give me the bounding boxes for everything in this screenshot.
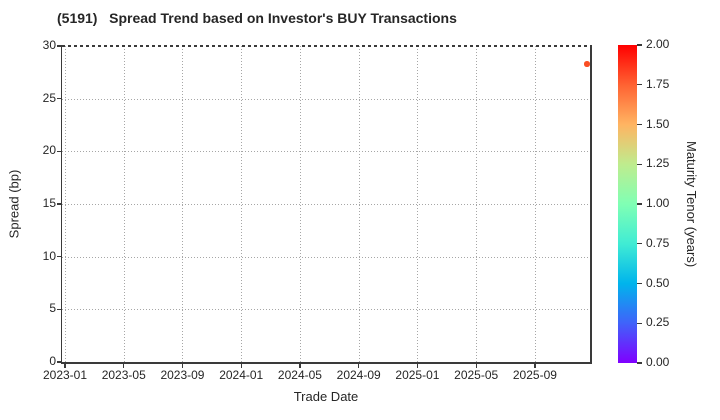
plot-right-border [590, 45, 592, 364]
x-tick-mark [181, 363, 184, 368]
colorbar [618, 45, 637, 363]
colorbar-tick-label: 1.00 [646, 196, 670, 210]
colorbar-tick-label: 1.25 [646, 156, 670, 171]
colorbar-tick-mark [637, 163, 642, 165]
y-tick-mark [56, 203, 61, 205]
x-tick-mark [358, 363, 360, 368]
colorbar-tick-mark [637, 84, 642, 86]
chart-title: (5191) Spread Trend based on Investor's … [57, 10, 457, 26]
x-axis-line [60, 362, 592, 364]
colorbar-tick-mark [637, 203, 642, 205]
y-tick-label: 0 [49, 354, 56, 368]
colorbar-tick-label: 2.00 [646, 37, 670, 51]
horizontal-gridline [62, 151, 590, 153]
y-tick-mark [56, 45, 61, 47]
x-tick-mark [475, 363, 477, 368]
x-tick-label: 2023-05 [101, 367, 146, 382]
y-axis-title: Spread (bp) [6, 169, 22, 239]
colorbar-tick-label: 0.00 [646, 355, 670, 369]
x-tick-mark [299, 363, 301, 368]
colorbar-tick-label: 0.50 [646, 275, 670, 290]
y-tick-mark [56, 308, 61, 310]
colorbar-tick-mark [637, 362, 642, 364]
colorbar-label-wrap: Maturity Tenor (years) [684, 45, 699, 363]
y-tick-label: 10 [42, 248, 56, 263]
y-tick-label: 15 [42, 196, 56, 210]
colorbar-tick-label: 1.50 [646, 116, 670, 131]
y-tick-label: 30 [42, 38, 56, 52]
x-axis-title: Trade Date [293, 389, 359, 404]
colorbar-tick-mark [637, 123, 642, 126]
horizontal-gridline [62, 256, 590, 258]
x-tick-label: 2023-01 [42, 367, 88, 382]
y-tick-label: 20 [42, 143, 56, 158]
x-tick-label: 2024-05 [277, 367, 322, 382]
x-tick-label: 2025-09 [512, 367, 557, 382]
y-axis-line [60, 45, 62, 364]
colorbar-tick-label: 0.25 [646, 315, 670, 330]
x-tick-label: 2025-01 [395, 367, 440, 382]
x-tick-label: 2025-05 [454, 367, 499, 382]
y-tick-mark [56, 150, 61, 152]
y-tick-mark [56, 361, 61, 363]
y-tick-label: 25 [42, 90, 56, 105]
plot-top-border [62, 45, 590, 47]
x-tick-label: 2023-09 [160, 367, 205, 382]
colorbar-title: Maturity Tenor (years) [684, 140, 699, 268]
colorbar-tick-label: 0.75 [646, 235, 670, 250]
colorbar-tick-mark [637, 282, 642, 285]
x-tick-mark [416, 363, 419, 368]
colorbar-tick-mark [637, 322, 642, 324]
y-tick-mark [56, 256, 61, 258]
x-tick-mark [123, 363, 125, 368]
data-point [584, 61, 590, 67]
x-tick-label: 2024-09 [336, 367, 381, 382]
colorbar-tick-label: 1.75 [646, 76, 670, 91]
plot-area [60, 45, 592, 364]
horizontal-gridline [62, 309, 590, 311]
x-tick-mark [64, 363, 66, 368]
y-tick-label: 5 [49, 301, 56, 316]
colorbar-tick-mark [637, 243, 642, 245]
horizontal-gridline [62, 204, 590, 205]
x-tick-label: 2024-01 [219, 367, 264, 382]
colorbar-tick-mark [637, 44, 642, 46]
horizontal-gridline [62, 98, 590, 100]
x-tick-mark [534, 363, 536, 368]
y-tick-mark [56, 98, 61, 100]
x-tick-mark [240, 363, 242, 368]
